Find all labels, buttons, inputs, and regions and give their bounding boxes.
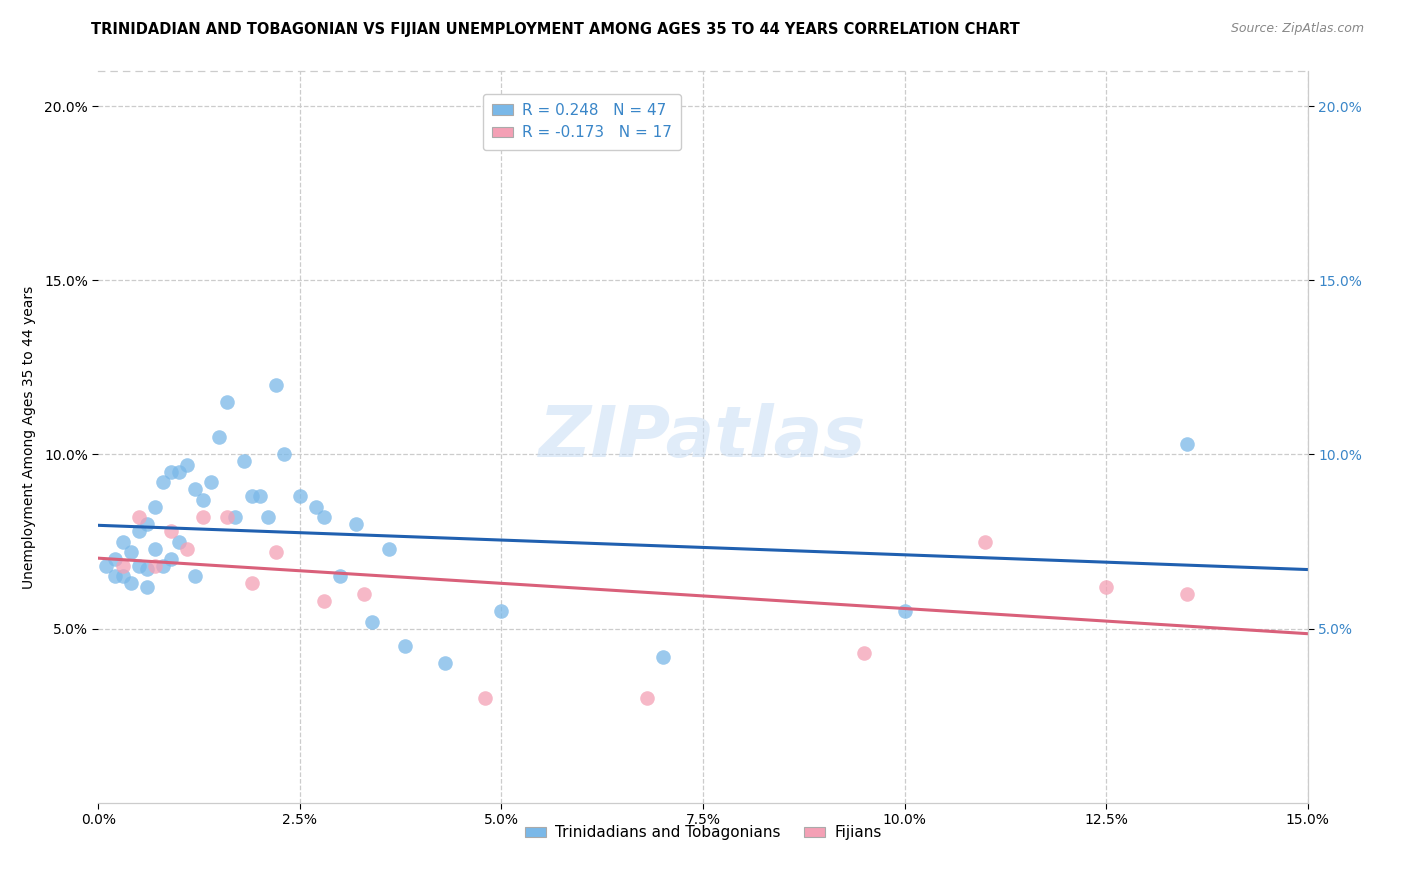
Legend: Trinidadians and Tobagonians, Fijians: Trinidadians and Tobagonians, Fijians: [519, 819, 887, 847]
Point: [160, 465, 183, 479]
Point: [111, 534, 134, 549]
Point: [1175, 587, 1198, 601]
Point: [103, 552, 125, 566]
Point: [193, 510, 215, 524]
Point: [152, 558, 174, 573]
Point: [143, 541, 166, 556]
Point: [135, 580, 157, 594]
Point: [636, 691, 658, 706]
Point: [974, 534, 997, 549]
Point: [160, 552, 183, 566]
Text: ZIPatlas: ZIPatlas: [540, 402, 866, 472]
Point: [128, 510, 150, 524]
Y-axis label: Unemployment Among Ages 35 to 44 years: Unemployment Among Ages 35 to 44 years: [22, 285, 35, 589]
Point: [217, 510, 239, 524]
Point: [893, 604, 915, 618]
Point: [329, 569, 352, 583]
Point: [160, 524, 183, 538]
Point: [314, 594, 336, 608]
Point: [305, 500, 328, 514]
Point: [853, 646, 876, 660]
Point: [232, 454, 254, 468]
Point: [256, 510, 278, 524]
Point: [128, 524, 150, 538]
Point: [240, 489, 263, 503]
Point: [353, 587, 375, 601]
Point: [264, 377, 287, 392]
Point: [377, 541, 399, 556]
Point: [184, 569, 207, 583]
Point: [111, 558, 134, 573]
Point: [135, 517, 157, 532]
Point: [143, 500, 166, 514]
Point: [167, 534, 190, 549]
Point: [135, 562, 157, 576]
Point: [152, 475, 174, 490]
Point: [103, 569, 125, 583]
Point: [314, 510, 336, 524]
Point: [240, 576, 263, 591]
Point: [96, 558, 118, 573]
Point: [1175, 437, 1198, 451]
Point: [344, 517, 367, 532]
Text: TRINIDADIAN AND TOBAGONIAN VS FIJIAN UNEMPLOYMENT AMONG AGES 35 TO 44 YEARS CORR: TRINIDADIAN AND TOBAGONIAN VS FIJIAN UNE…: [91, 22, 1021, 37]
Point: [111, 569, 134, 583]
Point: [394, 639, 416, 653]
Point: [120, 545, 142, 559]
Point: [361, 615, 384, 629]
Point: [120, 576, 142, 591]
Point: [434, 657, 457, 671]
Point: [1095, 580, 1118, 594]
Point: [249, 489, 271, 503]
Point: [200, 475, 222, 490]
Text: Source: ZipAtlas.com: Source: ZipAtlas.com: [1230, 22, 1364, 36]
Point: [273, 448, 295, 462]
Point: [193, 492, 215, 507]
Point: [184, 483, 207, 497]
Point: [474, 691, 496, 706]
Point: [651, 649, 673, 664]
Point: [176, 541, 198, 556]
Point: [288, 489, 311, 503]
Point: [176, 458, 198, 472]
Point: [217, 395, 239, 409]
Point: [224, 510, 246, 524]
Point: [264, 545, 287, 559]
Point: [143, 558, 166, 573]
Point: [491, 604, 513, 618]
Point: [128, 558, 150, 573]
Point: [167, 465, 190, 479]
Point: [208, 430, 231, 444]
